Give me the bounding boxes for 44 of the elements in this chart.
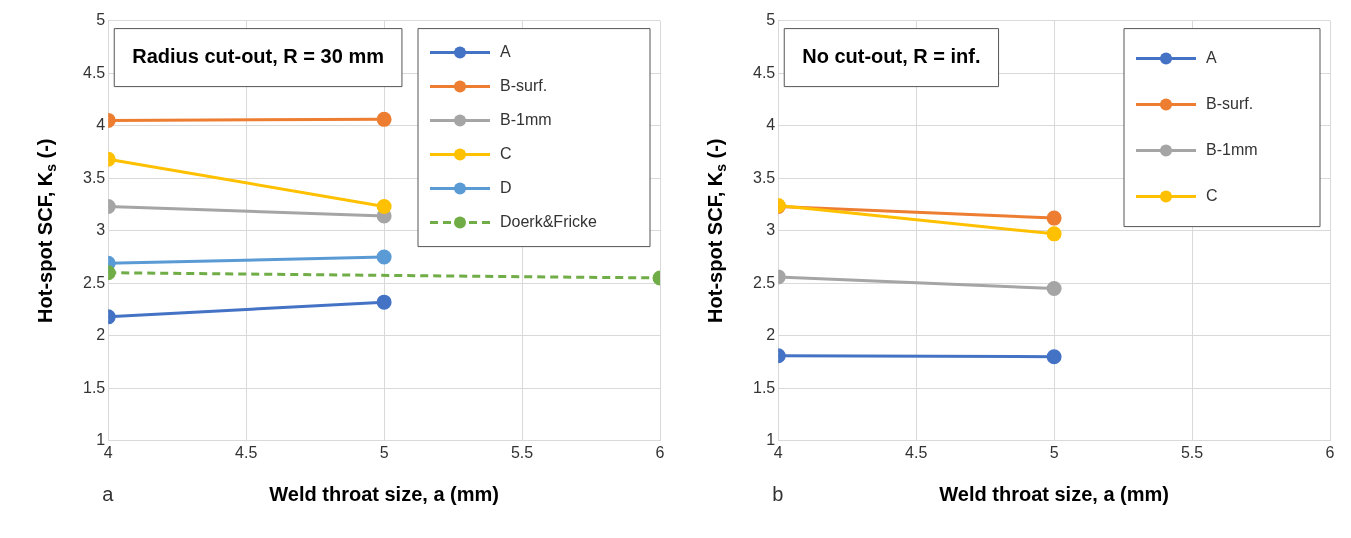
legend-label: B-surf. <box>500 77 548 95</box>
y-tick-label: 2.5 <box>752 273 776 291</box>
x-tick-label: 6 <box>1325 443 1335 461</box>
legend-label: C <box>1206 187 1218 205</box>
y-tick-label: 2.5 <box>82 273 106 291</box>
x-axis-title: Weld throat size, a (mm) <box>269 483 499 506</box>
x-tick-label: 5.5 <box>510 443 534 461</box>
y-tick-label: 5 <box>96 11 106 29</box>
y-tick-label: 5 <box>766 11 776 29</box>
annotation: No cut-out, R = inf. <box>802 45 981 68</box>
text: a <box>102 483 115 506</box>
legend-label: Doerk&Fricke <box>500 213 598 231</box>
x-tick-label: 5 <box>1049 443 1059 461</box>
x-axis-title: Weld throat size, a (mm) <box>939 483 1169 506</box>
y-tick-label: 4.5 <box>82 63 106 81</box>
y-tick-label: 3 <box>96 221 106 239</box>
legend-label: A <box>1206 49 1217 67</box>
y-tick-label: 2 <box>766 326 776 344</box>
annotation: Radius cut-out, R = 30 mm <box>132 45 384 68</box>
y-tick-label: 3 <box>766 221 776 239</box>
x-tick-label: 4.5 <box>905 443 928 461</box>
legend-label: B-surf. <box>1206 95 1254 113</box>
y-axis-title: Hot-spot SCF, Ks (-) <box>33 138 60 323</box>
legend-label: B-1mm <box>1206 141 1258 159</box>
x-tick-label: 5 <box>379 443 389 461</box>
y-tick-label: 1.5 <box>752 378 776 396</box>
y-tick-label: 3.5 <box>82 168 106 186</box>
x-tick-label: 5.5 <box>1180 443 1204 461</box>
y-tick-label: 1.5 <box>82 378 106 396</box>
y-tick-label: 4 <box>766 116 776 134</box>
y-tick-label: 2 <box>96 326 106 344</box>
legend-label: A <box>500 43 511 61</box>
legend-label: B-1mm <box>500 111 552 129</box>
text: b <box>772 483 784 506</box>
y-tick-label: 3.5 <box>752 168 776 186</box>
legend-label: C <box>500 145 512 163</box>
y-tick-label: 4.5 <box>752 63 776 81</box>
x-tick-label: 6 <box>655 443 665 461</box>
legend-label: D <box>500 179 512 197</box>
y-tick-label: 1 <box>96 431 106 449</box>
x-tick-label: 4.5 <box>235 443 258 461</box>
y-tick-label: 4 <box>96 116 106 134</box>
y-tick-label: 1 <box>766 431 776 449</box>
y-axis-title: Hot-spot SCF, Ks (-) <box>703 138 730 323</box>
